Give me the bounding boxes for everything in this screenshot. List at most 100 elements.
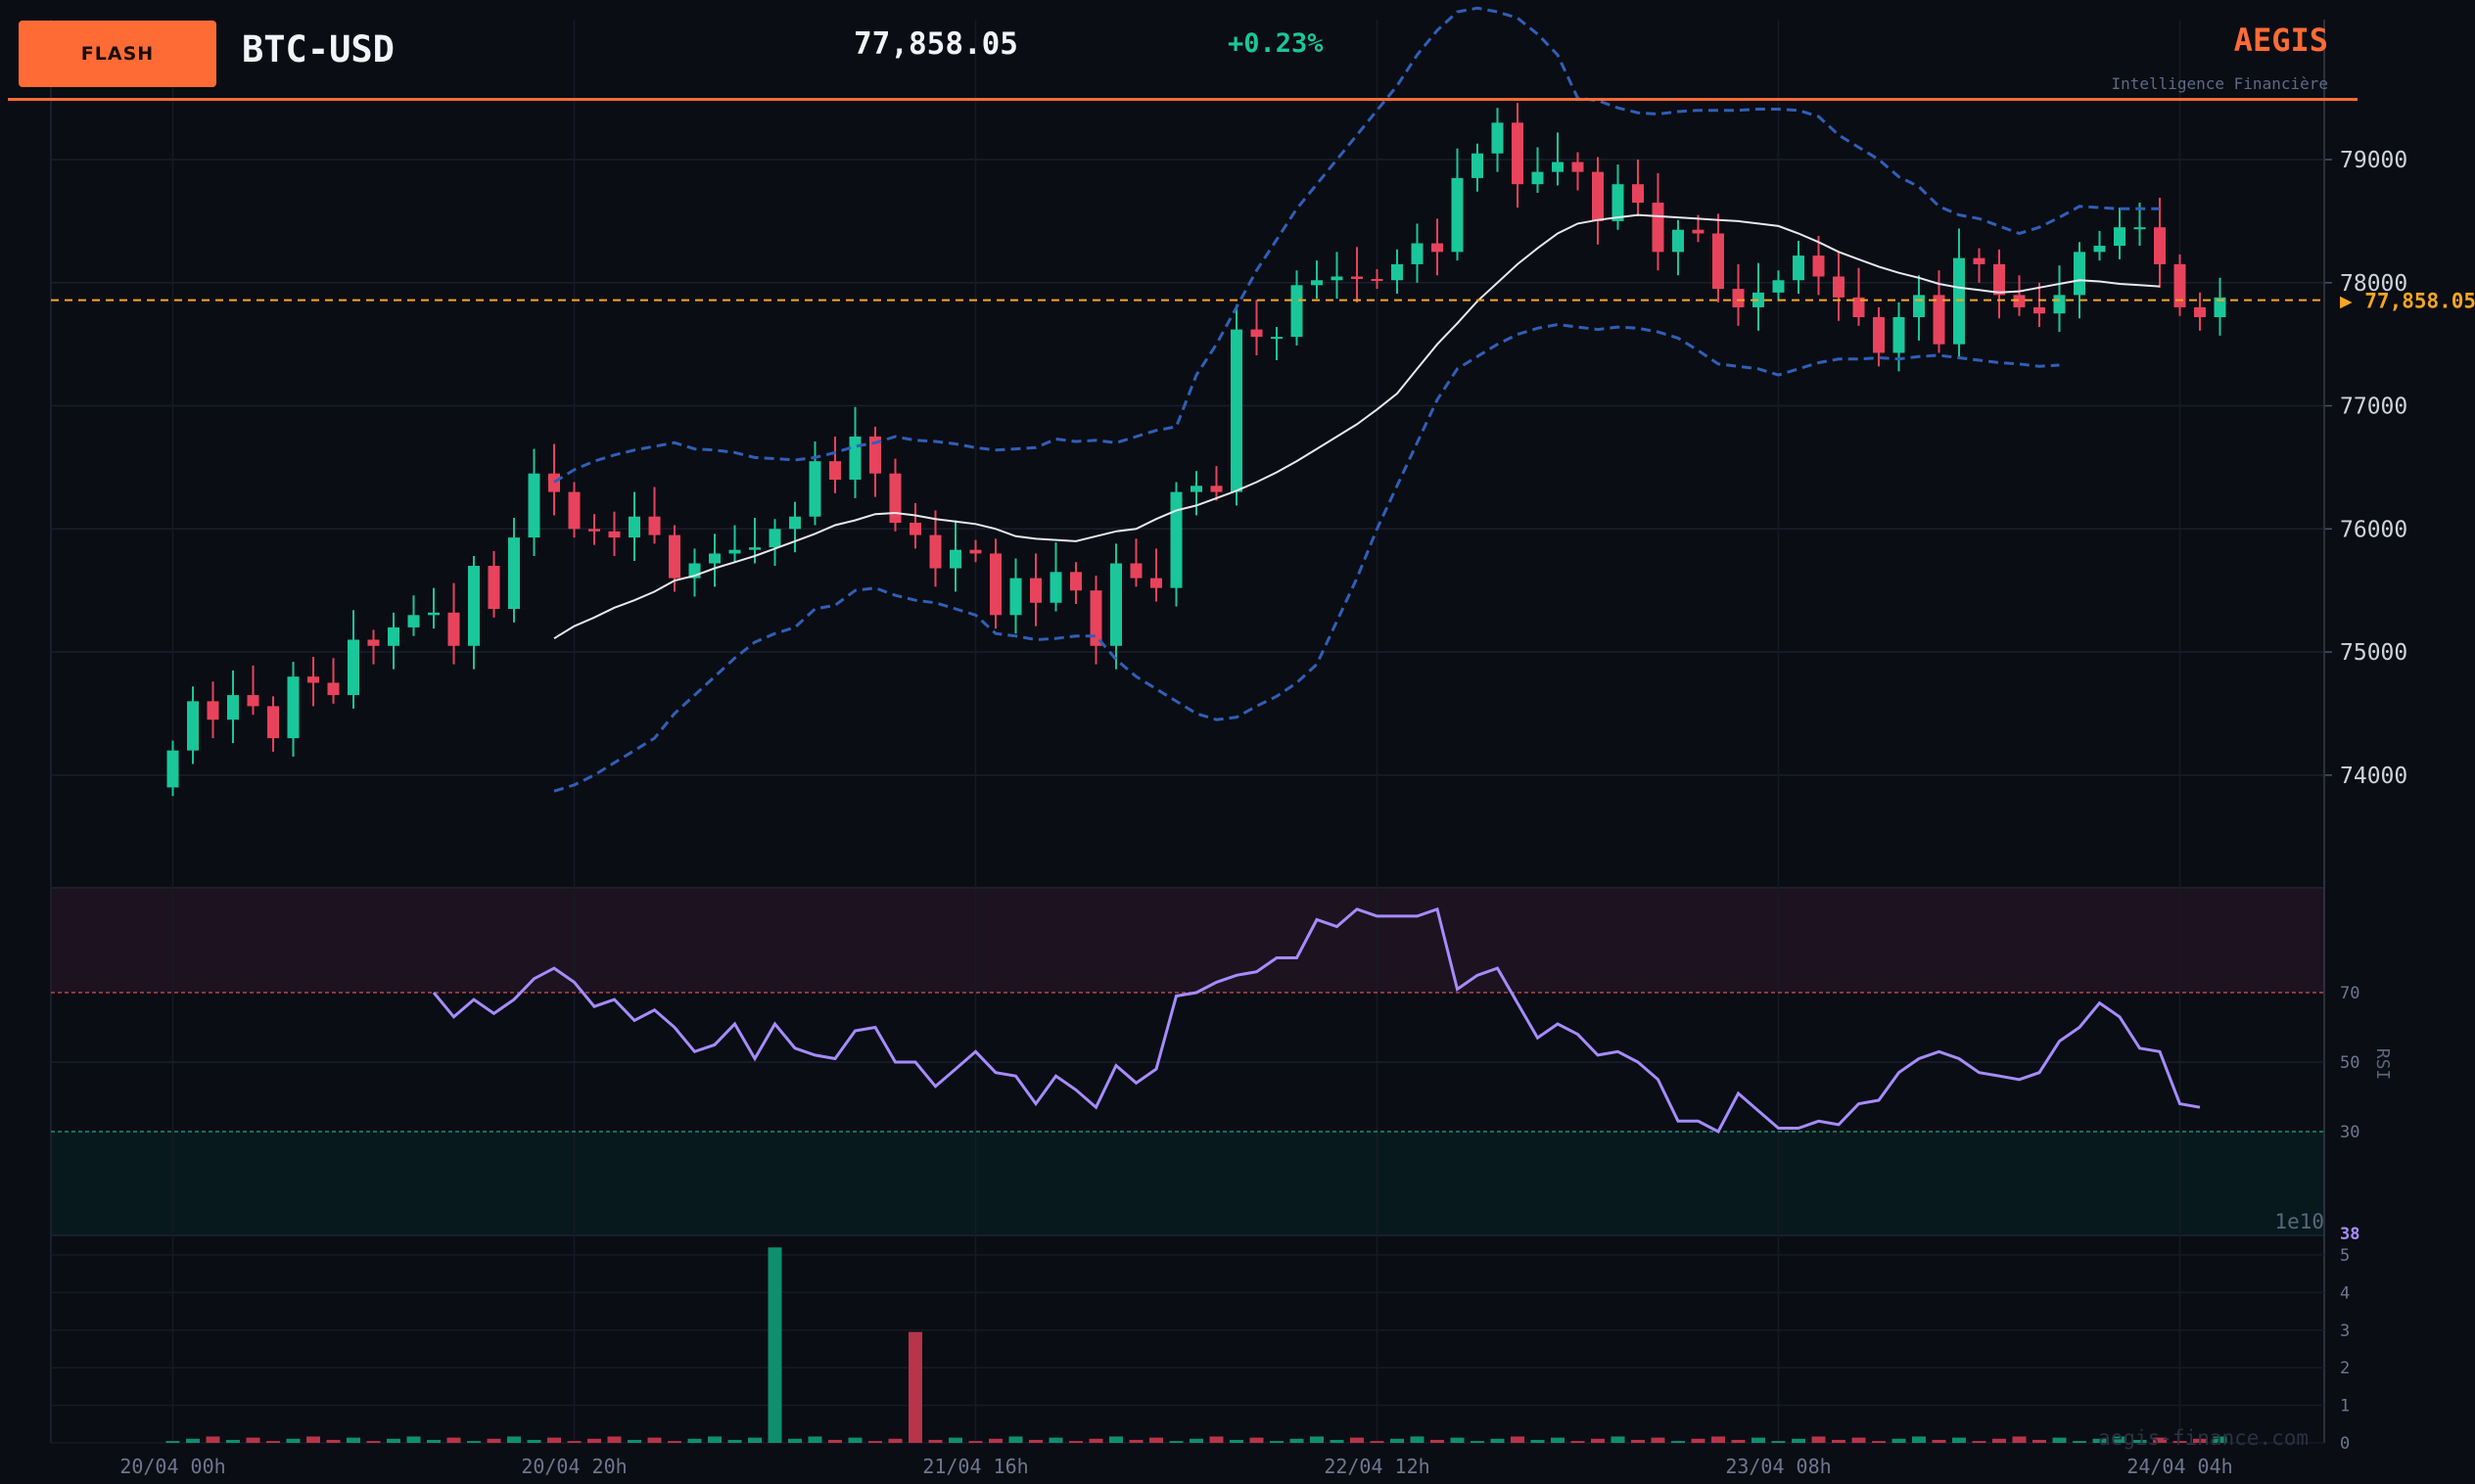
current-price: 77,858.05 bbox=[854, 26, 1018, 62]
candle-body bbox=[2074, 252, 2085, 296]
candle-body bbox=[1351, 276, 1363, 280]
candle-body bbox=[1692, 229, 1704, 234]
volume-bar bbox=[387, 1438, 400, 1443]
candle-body bbox=[528, 473, 540, 538]
volume-bar bbox=[1671, 1441, 1685, 1443]
candle-body bbox=[849, 436, 862, 480]
candle-body bbox=[1873, 317, 1885, 353]
candle-body bbox=[1191, 486, 1202, 492]
volume-bar bbox=[1029, 1439, 1043, 1443]
rsi-overbought-zone bbox=[51, 888, 2324, 993]
candle-body bbox=[1552, 162, 1564, 172]
volume-bar bbox=[446, 1437, 461, 1443]
candle-body bbox=[2114, 227, 2125, 247]
volume-bar bbox=[2213, 1436, 2227, 1443]
volume-bar bbox=[1651, 1437, 1665, 1443]
volume-bar bbox=[1209, 1436, 1224, 1443]
candle-body bbox=[709, 553, 721, 564]
volume-bar bbox=[1069, 1441, 1083, 1443]
volume-bar bbox=[1591, 1438, 1605, 1443]
candle-body bbox=[508, 537, 520, 610]
candle-body bbox=[1793, 255, 1804, 281]
volume-bar bbox=[1109, 1436, 1123, 1443]
volume-bar bbox=[1089, 1438, 1103, 1443]
volume-bar bbox=[587, 1438, 601, 1443]
rsi-last-value: 38 bbox=[2340, 1225, 2359, 1244]
volume-bar bbox=[1230, 1439, 1243, 1443]
volume-bar bbox=[1530, 1439, 1545, 1443]
candle-body bbox=[1009, 578, 1022, 616]
candle-body bbox=[407, 615, 420, 627]
volume-bar bbox=[928, 1439, 943, 1443]
volume-bar bbox=[828, 1439, 842, 1443]
time-tick-label: 23/04 08h bbox=[1725, 1455, 1831, 1478]
volume-bar bbox=[1511, 1436, 1524, 1443]
volume-bar bbox=[1891, 1438, 1906, 1443]
candle-body bbox=[1732, 289, 1745, 307]
volume-bar bbox=[1390, 1438, 1404, 1443]
price-tick-label: 79000 bbox=[2340, 148, 2407, 173]
candle-body bbox=[227, 695, 239, 720]
candle-body bbox=[1913, 295, 1925, 317]
flash-button[interactable]: FLASH bbox=[19, 21, 216, 87]
candle-body bbox=[629, 516, 640, 538]
volume-bar bbox=[2032, 1439, 2046, 1443]
volume-bar bbox=[1049, 1437, 1063, 1443]
brand-subtitle: Intelligence Financière bbox=[2111, 74, 2328, 93]
volume-bar bbox=[1611, 1436, 1625, 1443]
sma-line bbox=[553, 213, 2161, 640]
rsi-tick-label: 50 bbox=[2340, 1053, 2359, 1073]
candle-body bbox=[166, 750, 179, 788]
volume-bar bbox=[306, 1436, 320, 1443]
volume-bar bbox=[366, 1441, 381, 1443]
candle-body bbox=[1571, 162, 1584, 172]
volume-bar bbox=[848, 1437, 863, 1443]
volume-bar bbox=[949, 1437, 962, 1443]
candle-body bbox=[207, 701, 219, 720]
candle-body bbox=[1993, 263, 2005, 296]
volume-bar bbox=[1410, 1436, 1424, 1443]
candle-body bbox=[1391, 263, 1403, 281]
time-tick-label: 22/04 12h bbox=[1324, 1455, 1429, 1478]
volume-tick-label: 3 bbox=[2340, 1322, 2350, 1341]
price-change: +0.23% bbox=[1228, 28, 1324, 59]
candle-body bbox=[1491, 122, 1504, 154]
volume-bar bbox=[347, 1437, 360, 1443]
candle-body bbox=[1271, 337, 1283, 340]
volume-tick-label: 0 bbox=[2340, 1434, 2350, 1454]
candle-body bbox=[1772, 280, 1785, 293]
candle-body bbox=[1411, 243, 1424, 264]
volume-bar bbox=[1430, 1439, 1444, 1443]
volume-bar bbox=[1169, 1441, 1184, 1443]
volume-bar bbox=[1471, 1441, 1484, 1443]
candle-body bbox=[2214, 297, 2226, 317]
volume-bar bbox=[547, 1437, 561, 1443]
volume-bar bbox=[206, 1436, 220, 1443]
candle-body bbox=[1250, 329, 1263, 338]
volume-tick-label: 1 bbox=[2340, 1397, 2350, 1416]
candle-body bbox=[1852, 297, 1865, 317]
volume-tick-label: 2 bbox=[2340, 1359, 2350, 1378]
volume-bar bbox=[708, 1436, 722, 1443]
volume-bar bbox=[647, 1437, 662, 1443]
volume-bar bbox=[1270, 1441, 1284, 1443]
candle-body bbox=[728, 549, 741, 554]
candle-body bbox=[388, 626, 399, 646]
volume-bar bbox=[1731, 1439, 1746, 1443]
candle-body bbox=[2053, 295, 2066, 314]
volume-bar bbox=[1008, 1436, 1023, 1443]
candle-body bbox=[2033, 306, 2045, 314]
volume-bar bbox=[968, 1441, 983, 1443]
volume-bar bbox=[1872, 1441, 1886, 1443]
volume-bar bbox=[467, 1441, 481, 1443]
volume-bar bbox=[326, 1439, 341, 1443]
candle-body bbox=[348, 639, 359, 696]
volume-bar bbox=[727, 1439, 742, 1443]
rsi-axis-label: RSI bbox=[2372, 1048, 2393, 1081]
candle-body bbox=[1892, 317, 1905, 353]
candle-body bbox=[2173, 263, 2186, 307]
candle-body bbox=[809, 461, 821, 517]
candle-body bbox=[2093, 246, 2106, 253]
volume-bar bbox=[1149, 1437, 1163, 1443]
volume-bar bbox=[748, 1437, 762, 1443]
